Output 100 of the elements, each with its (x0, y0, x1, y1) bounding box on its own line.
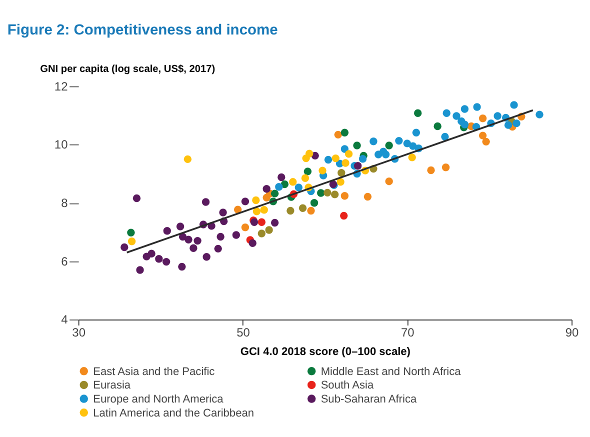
point (265, 226, 273, 234)
point (318, 166, 326, 174)
point (176, 222, 184, 230)
legend-label: Eurasia (93, 380, 132, 392)
point (184, 155, 192, 164)
point (136, 266, 144, 274)
point (434, 122, 442, 130)
y-tick-label: 4 (61, 312, 68, 327)
point (307, 206, 315, 215)
point (382, 150, 390, 158)
point (482, 138, 490, 146)
point (510, 101, 518, 109)
legend-label: Middle East and North Africa (320, 366, 462, 378)
point (289, 178, 297, 186)
point (162, 258, 170, 266)
point (403, 140, 412, 148)
point (310, 199, 318, 207)
point (304, 168, 312, 176)
legend-label: South Asia (320, 380, 374, 392)
point (336, 178, 344, 186)
point (252, 208, 261, 216)
point (460, 105, 469, 113)
point (301, 174, 310, 182)
point (120, 243, 128, 252)
point (340, 212, 348, 220)
point (252, 196, 260, 204)
point (294, 184, 303, 192)
point (241, 198, 250, 206)
point (414, 109, 422, 117)
point (232, 231, 240, 239)
point (340, 145, 349, 153)
point (385, 142, 393, 150)
point (248, 239, 256, 247)
y-tick-label: 12 (54, 79, 68, 94)
point (298, 204, 307, 212)
point (219, 208, 227, 216)
legend-label: Sub-Saharan Africa (320, 393, 418, 406)
point (408, 154, 416, 162)
point (330, 190, 339, 198)
point (442, 163, 450, 172)
point (342, 159, 350, 167)
point (127, 228, 135, 236)
point (536, 110, 544, 118)
point (441, 132, 449, 141)
point (324, 156, 332, 164)
point (155, 255, 163, 263)
point (270, 218, 279, 227)
x-tick-label: 70 (400, 326, 415, 340)
y-tick-label: 8 (61, 196, 68, 210)
point (370, 138, 378, 146)
x-tick-label: 90 (565, 326, 580, 340)
point (278, 173, 286, 182)
point (385, 177, 393, 186)
point (504, 121, 512, 129)
point (494, 112, 502, 120)
point (512, 119, 520, 128)
point (332, 154, 340, 162)
legend-label: Europe and North America (93, 393, 224, 406)
point (190, 244, 198, 252)
point (241, 224, 250, 232)
point (132, 194, 141, 202)
point (340, 128, 349, 136)
point (334, 130, 342, 139)
point (194, 236, 202, 245)
point (214, 244, 222, 253)
chart-title: Figure 2: Competitiveness and income (7, 22, 278, 39)
x-axis-title: GCI 4.0 2018 score (0–100 scale) (240, 346, 411, 358)
y-tick-label: 6 (61, 254, 68, 268)
legend-label: Latin America and the Caribbean (93, 407, 254, 420)
point (452, 112, 460, 120)
point (234, 206, 242, 214)
point (275, 183, 283, 191)
point (316, 189, 325, 197)
point (412, 128, 420, 136)
point (286, 206, 294, 215)
point (395, 136, 403, 145)
point (340, 192, 349, 200)
point (354, 162, 362, 170)
point (280, 180, 289, 188)
point (460, 120, 469, 128)
point (427, 166, 435, 174)
point (478, 114, 487, 122)
point (473, 103, 481, 111)
point (178, 262, 186, 271)
x-tick-label: 50 (236, 326, 250, 340)
point (338, 169, 346, 177)
x-tick-label: 30 (72, 326, 86, 340)
point (260, 206, 268, 214)
point (442, 109, 450, 117)
point (216, 232, 224, 241)
point (358, 155, 367, 163)
point (258, 218, 266, 226)
y-axis-title: GNI per capita (log scale, US$, 2017) (40, 64, 216, 75)
point (302, 154, 310, 162)
point (364, 192, 372, 201)
point (142, 252, 150, 260)
point (184, 236, 192, 244)
legend-label: East Asia and the Pacific (93, 366, 216, 378)
point (202, 198, 210, 206)
point (344, 150, 353, 158)
